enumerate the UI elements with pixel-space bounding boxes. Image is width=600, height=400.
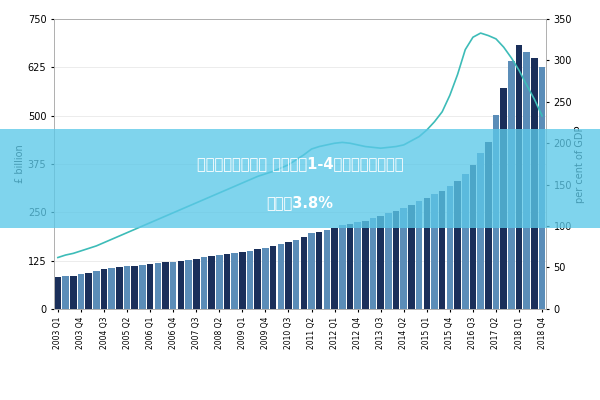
- Text: 股票配资平台选择 财政部：1-4月国有企业利润总: 股票配资平台选择 财政部：1-4月国有企业利润总: [197, 156, 403, 171]
- Bar: [85, 272, 92, 309]
- Bar: [155, 263, 161, 309]
- Bar: [493, 115, 499, 309]
- Bar: [262, 248, 269, 309]
- Bar: [308, 233, 315, 309]
- Bar: [293, 240, 299, 309]
- Bar: [323, 230, 330, 309]
- Bar: [370, 218, 376, 309]
- Bar: [131, 266, 138, 309]
- Bar: [462, 174, 469, 309]
- Bar: [316, 232, 322, 309]
- Bar: [377, 216, 384, 309]
- Bar: [124, 266, 130, 309]
- Bar: [162, 262, 169, 309]
- Bar: [439, 190, 445, 309]
- Bar: [200, 258, 207, 309]
- Bar: [400, 208, 407, 309]
- Bar: [247, 250, 253, 309]
- Bar: [355, 222, 361, 309]
- Bar: [478, 154, 484, 309]
- Bar: [531, 58, 538, 309]
- Bar: [416, 202, 422, 309]
- Bar: [270, 246, 277, 309]
- Bar: [539, 67, 545, 309]
- Bar: [508, 61, 515, 309]
- Bar: [254, 249, 261, 309]
- Bar: [70, 276, 77, 309]
- Bar: [139, 265, 146, 309]
- Bar: [109, 268, 115, 309]
- Bar: [523, 52, 530, 309]
- Bar: [385, 214, 392, 309]
- Bar: [424, 198, 430, 309]
- Bar: [239, 252, 245, 309]
- Bar: [93, 271, 100, 309]
- Bar: [516, 45, 523, 309]
- Y-axis label: £ billion: £ billion: [15, 144, 25, 183]
- Bar: [347, 224, 353, 309]
- Bar: [147, 264, 154, 309]
- Bar: [393, 211, 400, 309]
- Bar: [193, 259, 200, 309]
- Bar: [362, 221, 368, 309]
- Bar: [116, 267, 122, 309]
- Bar: [446, 186, 453, 309]
- Bar: [185, 260, 192, 309]
- Bar: [331, 228, 338, 309]
- Bar: [208, 256, 215, 309]
- Bar: [216, 255, 223, 309]
- Bar: [55, 277, 61, 309]
- Bar: [285, 242, 292, 309]
- Bar: [408, 204, 415, 309]
- Y-axis label: per cent of GDP: per cent of GDP: [575, 125, 585, 203]
- Bar: [454, 181, 461, 309]
- Bar: [339, 225, 346, 309]
- Bar: [232, 253, 238, 309]
- Bar: [101, 270, 107, 309]
- Bar: [431, 194, 438, 309]
- Bar: [278, 244, 284, 309]
- Bar: [178, 261, 184, 309]
- Bar: [470, 165, 476, 309]
- Bar: [301, 237, 307, 309]
- Bar: [485, 142, 491, 309]
- Text: 额增长3.8%: 额增长3.8%: [266, 196, 334, 210]
- Bar: [77, 274, 84, 309]
- Bar: [170, 262, 176, 309]
- Bar: [500, 88, 507, 309]
- Bar: [224, 254, 230, 309]
- Bar: [62, 276, 69, 309]
